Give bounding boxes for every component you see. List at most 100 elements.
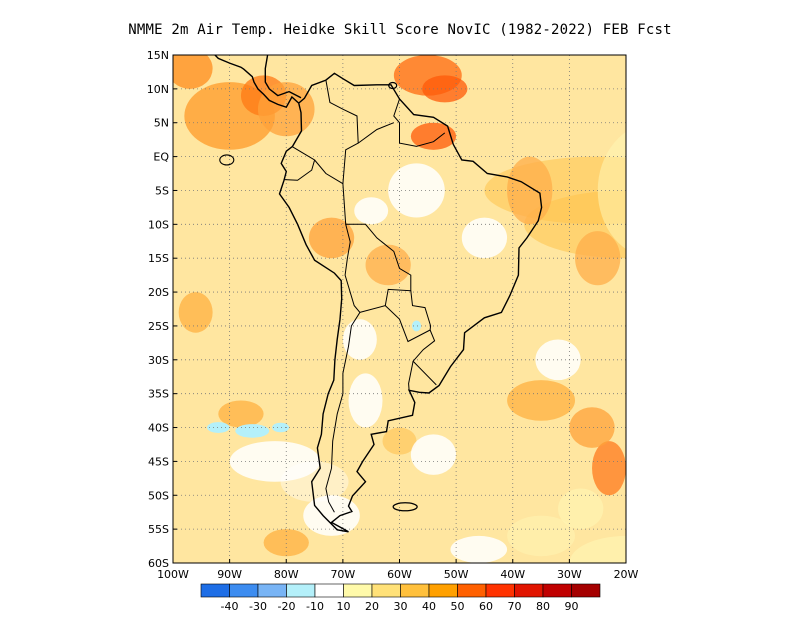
colorbar-label: 50 <box>451 600 465 613</box>
lon-tick-label: 80W <box>274 568 299 581</box>
skill-patch <box>342 319 377 360</box>
skill-patch <box>632 170 790 251</box>
colorbar-swatch <box>371 583 401 598</box>
skill-patch <box>354 197 389 225</box>
colorbar-swatch <box>571 583 601 598</box>
colorbar-label: -40 <box>221 600 239 613</box>
country-border <box>357 122 394 144</box>
skill-patch <box>348 373 383 428</box>
lat-tick-label: 10N <box>147 83 169 96</box>
colorbar-swatch <box>286 583 316 598</box>
colorbar-swatch <box>229 583 259 598</box>
lat-tick-label: 20S <box>148 286 169 299</box>
skill-patch <box>178 292 213 333</box>
skill-patch <box>461 217 508 259</box>
lon-tick-label: 30W <box>557 568 582 581</box>
colorbar-label: -20 <box>278 600 296 613</box>
skill-patch <box>569 407 615 448</box>
skill-patch <box>450 535 508 563</box>
lat-axis: 15N 10N 5N EQ 5S 10S 15S 20S 25S 30S 35S 40S 45S 50S 5… <box>147 49 177 570</box>
south-america-coastline <box>278 72 543 533</box>
lat-tick-label: 35S <box>148 388 169 401</box>
colorbar-label: 30 <box>394 600 408 613</box>
lat-tick-label: 30S <box>148 354 169 367</box>
central-america-coastline <box>264 55 302 99</box>
skill-patch <box>422 75 468 103</box>
country-border <box>345 223 412 313</box>
lat-tick-label: 60S <box>148 557 169 570</box>
negative-skill-patch <box>411 320 422 332</box>
map-title: NMME 2m Air Temp. Heidke Skill Score Nov… <box>128 22 672 38</box>
colorbar-label: -30 <box>249 600 267 613</box>
colorbar-label: 40 <box>422 600 436 613</box>
skill-patch <box>592 441 626 496</box>
skill-patch <box>388 163 445 218</box>
lat-tick-label: 55S <box>148 523 169 536</box>
colorbar-label: 70 <box>508 600 522 613</box>
skill-patch <box>173 55 213 89</box>
colorbar-swatch <box>200 583 230 598</box>
lat-tick-label: 15N <box>147 49 169 62</box>
colorbar-swatch <box>257 583 287 598</box>
country-border <box>284 145 316 181</box>
colorbar-swatch <box>485 583 515 598</box>
skill-patch <box>507 380 576 421</box>
negative-skill-patch <box>235 424 270 438</box>
falkland-islands <box>392 502 418 512</box>
galapagos-islands <box>219 154 235 166</box>
skill-patch <box>569 535 626 563</box>
colorbar-label: 80 <box>536 600 550 613</box>
skill-patch <box>365 244 411 286</box>
skill-patch <box>535 339 581 381</box>
lon-tick-label: 100W <box>157 568 189 581</box>
colorbar-label: 20 <box>365 600 379 613</box>
colorbar-swatch <box>514 583 544 598</box>
lat-tick-label: 40S <box>148 422 169 435</box>
lon-tick-label: 40W <box>500 568 525 581</box>
negative-skill-patch <box>272 422 290 433</box>
lon-tick-label: 90W <box>217 568 242 581</box>
lat-tick-label: 45S <box>148 455 169 468</box>
lat-tick-label: 5N <box>154 117 169 130</box>
colorbar-swatch <box>343 583 373 598</box>
country-border <box>384 290 432 343</box>
lon-tick-label: 50W <box>444 568 469 581</box>
plot-area <box>172 54 790 564</box>
colorbar-label: 90 <box>565 600 579 613</box>
country-border <box>393 98 446 147</box>
colorbar-swatch <box>542 583 572 598</box>
lat-tick-label: 15S <box>148 252 169 265</box>
colorbar-label: 10 <box>337 600 351 613</box>
skill-patch <box>303 495 360 536</box>
lat-tick-label: 50S <box>148 489 169 502</box>
skill-patch <box>263 529 309 557</box>
skill-patch <box>308 217 355 259</box>
colorbar-swatch <box>457 583 487 598</box>
skill-patch <box>558 488 604 530</box>
lon-tick-label: 20W <box>614 568 639 581</box>
coastlines <box>213 55 543 533</box>
lat-tick-label: 25S <box>148 320 169 333</box>
lat-tick-label: EQ <box>153 151 169 164</box>
colorbar-swatch <box>400 583 430 598</box>
country-border <box>325 80 361 513</box>
colorbar-swatch <box>314 583 344 598</box>
skill-patch <box>229 441 321 482</box>
country-border <box>408 361 414 391</box>
lat-tick-label: 5S <box>155 184 169 197</box>
colorbar: -40 -30 -20 -10 10 20 30 40 50 60 70 80 90 <box>200 583 601 613</box>
lon-tick-label: 70W <box>330 568 355 581</box>
skill-shading <box>173 55 790 563</box>
negative-skill-patch <box>206 422 230 433</box>
colorbar-label: 60 <box>479 600 493 613</box>
skill-patch <box>410 122 457 150</box>
country-border <box>314 159 344 185</box>
skill-patch <box>257 82 315 137</box>
skill-patch <box>382 427 417 455</box>
colorbar-swatch <box>428 583 458 598</box>
central-america-coastline <box>213 55 300 109</box>
lon-axis: 100W 90W 80W 70W 60W 50W 40W 30W 20W <box>157 559 639 581</box>
colorbar-label: -10 <box>306 600 324 613</box>
country-border <box>412 329 437 386</box>
